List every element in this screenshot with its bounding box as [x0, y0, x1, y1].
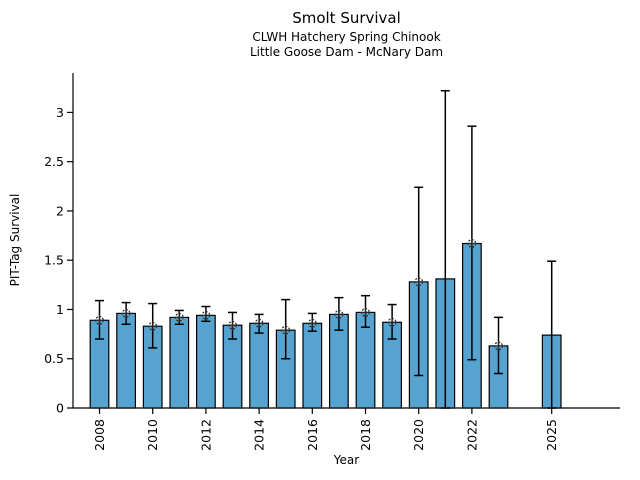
y-tick-label: 0.5	[44, 351, 64, 366]
x-axis-label: Year	[333, 453, 360, 467]
x-tick-label: 2016	[305, 419, 320, 451]
marker-2023	[493, 340, 504, 351]
marker-2013	[227, 320, 238, 331]
bar-2011	[169, 316, 190, 409]
y-tick-label: 2	[56, 203, 64, 218]
x-tick-label: 2010	[145, 419, 160, 451]
y-tick-label: 3	[56, 105, 64, 120]
chart-title: Smolt Survival	[292, 9, 401, 27]
chart-subtitle-line2: Little Goose Dam - McNary Dam	[249, 45, 444, 59]
marker-2018	[360, 307, 371, 318]
x-tick-label: 2014	[252, 419, 267, 451]
errorbar-2021	[440, 89, 450, 409]
marker-2022	[466, 238, 477, 249]
marker-2015	[280, 325, 291, 336]
marker-2017	[333, 309, 344, 320]
x-tick-label: 2020	[411, 419, 426, 451]
marker-2011	[174, 312, 185, 323]
marker-2019	[387, 317, 398, 328]
x-tick-label: 2008	[92, 419, 107, 451]
x-tick-label: 2025	[544, 419, 559, 451]
marker-2020	[413, 276, 424, 287]
y-tick-label: 0	[56, 401, 64, 416]
x-tick-label: 2012	[198, 419, 213, 451]
marker-2009	[121, 308, 132, 319]
marker-2012	[200, 310, 211, 321]
bar-2016	[302, 322, 323, 409]
marker-2008	[94, 315, 105, 326]
marker-2016	[307, 318, 318, 329]
x-tick-label: 2018	[358, 419, 373, 451]
bar-2014	[249, 322, 270, 409]
y-tick-label: 1.5	[44, 253, 64, 268]
x-tick-label: 2022	[464, 419, 479, 451]
marker-2010	[147, 321, 158, 332]
marker-2014	[254, 318, 265, 329]
errorbar-2025	[547, 260, 557, 409]
y-tick-label: 1	[56, 302, 64, 317]
chart-subtitle-line1: CLWH Hatchery Spring Chinook	[252, 30, 441, 44]
bar-2012	[196, 314, 216, 409]
y-tick-label: 2.5	[44, 154, 64, 169]
bar-2009	[116, 312, 137, 409]
